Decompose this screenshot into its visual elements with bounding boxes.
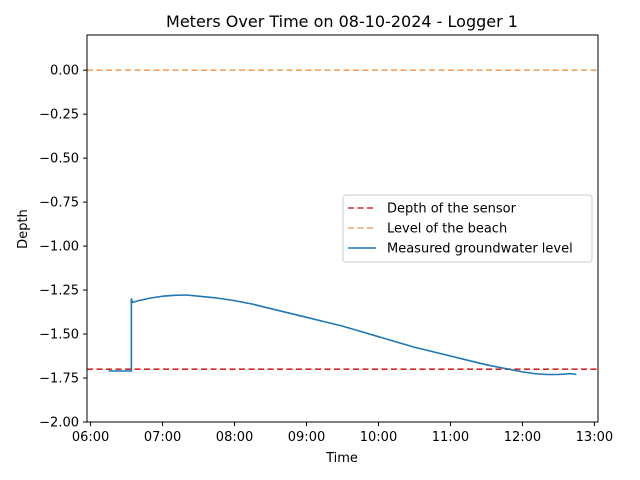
- x-axis-label: Time: [325, 451, 358, 466]
- chart-title: Meters Over Time on 08-10-2024 - Logger …: [166, 12, 518, 31]
- plot-frame: [86, 34, 599, 423]
- x-tick-label: 12:00: [504, 430, 541, 445]
- x-axis-ticks: 06:00 07:00 08:00 09:00 10:00 11:00 12:00 13:00: [72, 422, 613, 445]
- y-tick-label: −0.25: [39, 108, 79, 123]
- y-axis-label: Depth: [16, 209, 31, 249]
- y-tick-label: 0.00: [50, 64, 79, 79]
- y-tick-label: −0.75: [39, 196, 79, 211]
- y-tick-label: −0.50: [39, 152, 79, 167]
- legend-label: Depth of the sensor: [387, 202, 517, 217]
- groundwater-level-line: [108, 294, 577, 376]
- legend-label: Measured groundwater level: [387, 242, 573, 257]
- x-tick-label: 08:00: [216, 430, 253, 445]
- x-tick-label: 13:00: [576, 430, 613, 445]
- x-tick-label: 07:00: [144, 430, 181, 445]
- x-tick-label: 10:00: [360, 430, 397, 445]
- x-tick-label: 06:00: [72, 430, 109, 445]
- y-axis-ticks: 0.00 −0.25 −0.50 −0.75 −1.00 −1.25 −1.50 −1.75 −…: [39, 64, 87, 431]
- legend-label: Level of the beach: [387, 222, 507, 237]
- y-tick-label: −1.00: [39, 240, 79, 255]
- y-tick-label: −2.00: [39, 416, 79, 431]
- y-tick-label: −1.25: [39, 284, 79, 299]
- y-tick-label: −1.50: [39, 328, 79, 343]
- x-tick-label: 09:00: [288, 430, 325, 445]
- legend-box: [342, 194, 593, 263]
- legend: Depth of the sensor Level of the beach Mea…: [342, 194, 593, 263]
- series-layer: [87, 69, 598, 376]
- y-tick-label: −1.75: [39, 372, 79, 387]
- x-tick-label: 11:00: [432, 430, 469, 445]
